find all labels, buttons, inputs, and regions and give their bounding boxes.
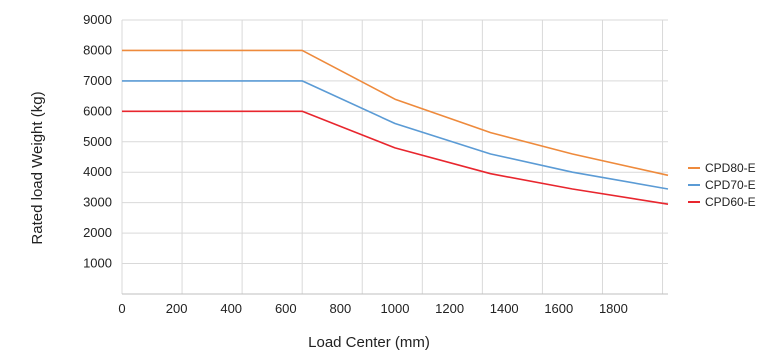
series-line-cpd80-e [122,49,669,177]
tick-labels: 1000 2000 3000 4000 5000 6000 7000 8000 9000 0 200… [83,12,628,316]
y-tick-label: 9000 [83,12,112,27]
legend-label: CPD80-E [705,161,756,175]
legend: CPD80-E CPD70-E CPD60-E [688,161,756,209]
x-tick-label: 200 [166,301,188,316]
y-tick-label: 6000 [83,103,112,118]
x-tick-label: 600 [275,301,297,316]
x-tick-label: 1200 [435,301,464,316]
x-tick-label: 1600 [544,301,573,316]
y-tick-label: 2000 [83,225,112,240]
legend-label: CPD70-E [705,178,756,192]
series-line-cpd60-e [122,110,669,205]
y-tick-label: 7000 [83,73,112,88]
series-lines [122,49,669,205]
x-tick-label: 800 [330,301,352,316]
y-axis-title: Rated load Weight (kg) [29,91,46,244]
series-line-cpd70-e [122,80,669,190]
x-axis-title: Load Center (mm) [308,334,430,351]
y-tick-label: 1000 [83,256,112,271]
y-tick-label: 5000 [83,134,112,149]
legend-label: CPD60-E [705,195,756,209]
x-tick-label: 1400 [490,301,519,316]
x-tick-label: 1000 [381,301,410,316]
x-tick-label: 1800 [599,301,628,316]
x-tick-label: 0 [118,301,125,316]
y-tick-label: 8000 [83,42,112,57]
y-tick-label: 4000 [83,164,112,179]
x-tick-label: 400 [220,301,242,316]
y-tick-label: 3000 [83,195,112,210]
